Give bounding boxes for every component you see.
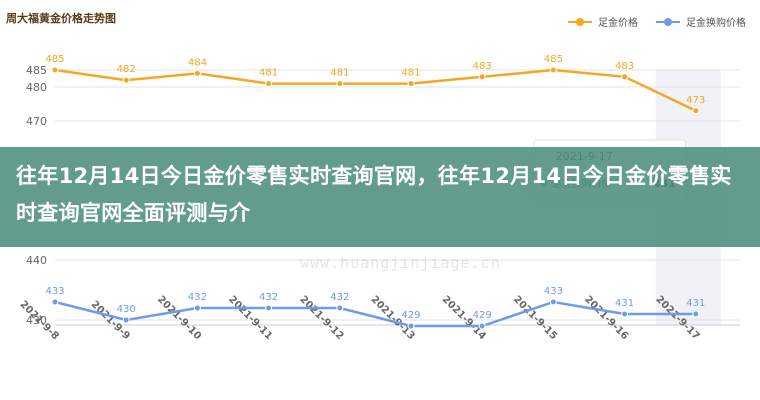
data-label: 433	[544, 286, 563, 297]
data-label: 429	[473, 310, 492, 321]
data-point	[265, 80, 273, 88]
data-label: 432	[188, 292, 207, 303]
chart-title: 周大福黄金价格走势图	[6, 12, 116, 25]
data-point	[549, 298, 557, 306]
data-point	[692, 310, 700, 318]
data-label: 481	[330, 68, 349, 79]
data-label: 482	[117, 64, 136, 75]
overlay-banner: 往年12月14日今日金价零售实时查询官网，往年12月14日今日金价零售实时查询官…	[0, 147, 760, 247]
data-point	[692, 107, 700, 115]
y-tick-label: 430	[26, 314, 47, 327]
data-label: 473	[686, 95, 705, 106]
data-point	[193, 69, 201, 77]
y-tick-label: 470	[26, 115, 47, 128]
y-tick-label: 440	[26, 254, 47, 267]
y-tick-label: 485	[26, 64, 47, 77]
y-tick-label: 480	[26, 81, 47, 94]
data-point	[122, 316, 130, 324]
data-point	[336, 80, 344, 88]
data-label: 483	[615, 61, 634, 72]
data-point	[407, 80, 415, 88]
data-label: 481	[259, 68, 278, 79]
data-point	[478, 322, 486, 330]
data-label: 431	[686, 298, 705, 309]
data-label: 431	[615, 298, 634, 309]
data-label: 432	[330, 292, 349, 303]
data-label: 481	[401, 68, 420, 79]
series-line-1	[54, 300, 696, 328]
data-point	[51, 66, 59, 74]
data-point	[122, 76, 130, 84]
data-label: 433	[45, 286, 64, 297]
data-point	[621, 73, 629, 81]
data-label: 485	[45, 54, 64, 65]
data-point	[549, 66, 557, 74]
data-point	[51, 298, 59, 306]
data-point	[193, 304, 201, 312]
data-label: 432	[259, 292, 278, 303]
data-point	[478, 73, 486, 81]
data-point	[336, 304, 344, 312]
legend-swatch-trade-in-price	[656, 17, 680, 27]
data-label: 430	[117, 304, 136, 315]
data-label: 483	[473, 61, 492, 72]
legend-item-trade-in-price[interactable]: 足金换购价格	[656, 14, 746, 29]
data-point	[621, 310, 629, 318]
legend-label-trade-in-price: 足金换购价格	[686, 18, 746, 29]
watermark-text: www.huangjinjiage.cn	[300, 254, 501, 272]
data-point	[265, 304, 273, 312]
data-point	[407, 322, 415, 330]
data-label: 429	[401, 310, 420, 321]
legend-swatch-gold-price	[568, 17, 592, 27]
x-tick-label: 2021-9-8	[17, 299, 60, 342]
data-label: 485	[544, 54, 563, 65]
chart-legend: 足金价格 足金换购价格	[568, 14, 746, 29]
legend-item-gold-price[interactable]: 足金价格	[568, 14, 638, 29]
data-label: 484	[188, 57, 207, 68]
legend-label-gold-price: 足金价格	[598, 18, 638, 29]
series-line-0	[54, 68, 697, 112]
